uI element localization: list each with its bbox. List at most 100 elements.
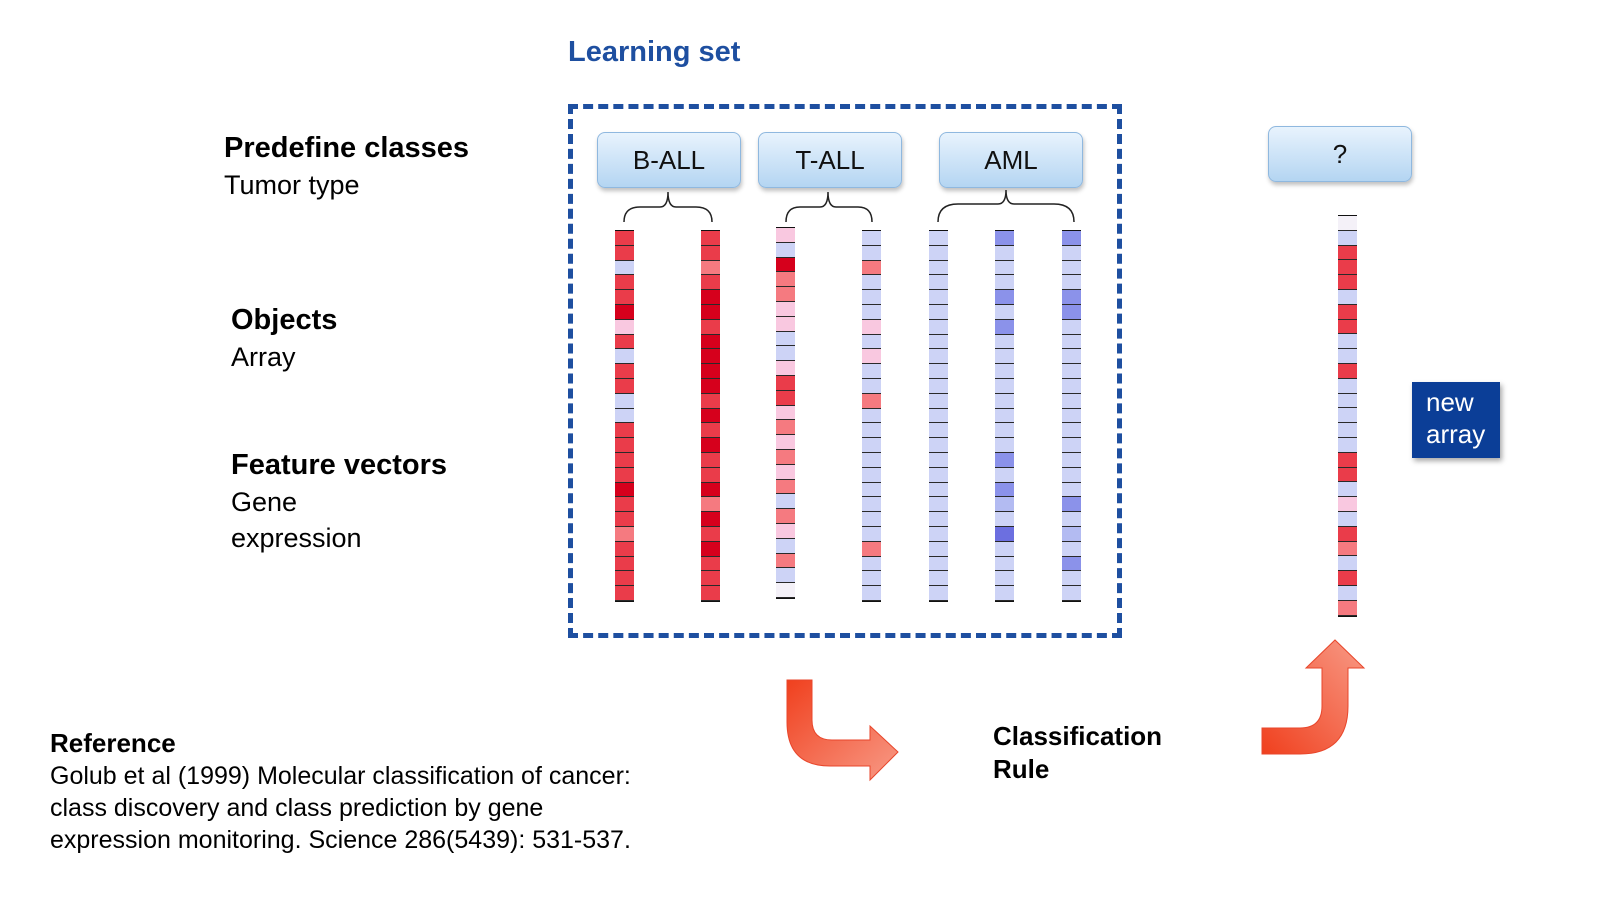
expression-cell bbox=[929, 438, 948, 453]
expression-cell bbox=[862, 231, 881, 246]
expression-cell bbox=[615, 408, 634, 424]
expression-cell bbox=[1338, 556, 1357, 572]
expression-cell bbox=[615, 423, 634, 439]
expression-cell bbox=[776, 435, 795, 450]
expression-cell bbox=[1338, 319, 1357, 335]
expression-cell bbox=[929, 497, 948, 513]
expression-cell bbox=[615, 260, 634, 276]
expression-cell bbox=[929, 393, 948, 409]
expression-cell bbox=[995, 526, 1014, 542]
expression-cell bbox=[701, 378, 720, 394]
array-column-t-all-1 bbox=[776, 227, 795, 599]
expression-cell bbox=[929, 319, 948, 335]
expression-cell bbox=[615, 393, 634, 409]
expression-cell bbox=[1062, 423, 1081, 439]
expression-cell bbox=[995, 260, 1014, 276]
expression-cell bbox=[776, 538, 795, 554]
expression-cell bbox=[862, 586, 881, 601]
expression-cell bbox=[862, 364, 881, 379]
expression-cell bbox=[1062, 304, 1081, 320]
expression-cell bbox=[995, 275, 1014, 291]
expression-cell bbox=[701, 438, 720, 453]
new-array-label: new array bbox=[1412, 382, 1500, 458]
expression-cell bbox=[929, 290, 948, 305]
class-box-t-all: T-ALL bbox=[758, 132, 902, 188]
expression-cell bbox=[615, 275, 634, 291]
expression-cell bbox=[615, 304, 634, 320]
expression-cell bbox=[701, 334, 720, 350]
new-array-column bbox=[1338, 215, 1357, 617]
expression-cell bbox=[776, 405, 795, 421]
expression-cell bbox=[776, 272, 795, 288]
tumor-type-label: Tumor type bbox=[224, 170, 360, 200]
expression-cell bbox=[701, 231, 720, 246]
expression-cell bbox=[929, 541, 948, 557]
expression-cell bbox=[862, 571, 881, 587]
expression-cell bbox=[1338, 452, 1357, 468]
expression-cell bbox=[776, 449, 795, 465]
expression-cell bbox=[995, 349, 1014, 365]
expression-cell bbox=[615, 497, 634, 513]
expression-cell bbox=[1062, 319, 1081, 335]
expression-cell bbox=[615, 512, 634, 527]
expression-cell bbox=[995, 393, 1014, 409]
expression-cell bbox=[776, 375, 795, 391]
learning-set-title: Learning set bbox=[568, 36, 741, 68]
array-column-aml-1 bbox=[929, 230, 948, 602]
expression-cell bbox=[1338, 497, 1357, 512]
expression-cell bbox=[862, 245, 881, 261]
class-box-unknown: ? bbox=[1268, 126, 1412, 182]
objects-heading: Objects bbox=[231, 304, 338, 336]
expression-cell bbox=[862, 349, 881, 365]
expression-cell bbox=[862, 408, 881, 424]
expression-cell bbox=[701, 290, 720, 305]
expression-cell bbox=[615, 245, 634, 261]
expression-cell bbox=[995, 452, 1014, 468]
expression-cell bbox=[776, 553, 795, 569]
expression-cell bbox=[862, 275, 881, 291]
expression-cell bbox=[862, 467, 881, 483]
expression-cell bbox=[701, 275, 720, 291]
expression-cell bbox=[995, 319, 1014, 335]
expression-cell bbox=[701, 482, 720, 498]
expression-cell bbox=[1062, 408, 1081, 424]
new-array-line2: array bbox=[1426, 419, 1486, 449]
expression-cell bbox=[1062, 497, 1081, 513]
expression-cell bbox=[701, 526, 720, 542]
expression-cell bbox=[615, 571, 634, 587]
expression-cell bbox=[776, 287, 795, 302]
brace-aml bbox=[937, 189, 1075, 223]
predefine-classes-heading: Predefine classes bbox=[224, 132, 470, 164]
expression-cell bbox=[929, 586, 948, 601]
expression-cell bbox=[995, 304, 1014, 320]
expression-cell bbox=[701, 556, 720, 572]
expression-cell bbox=[1338, 585, 1357, 601]
expression-cell bbox=[776, 479, 795, 495]
feature-vectors-heading: Feature vectors bbox=[231, 449, 447, 481]
expression-cell bbox=[1338, 363, 1357, 379]
brace-t-all bbox=[785, 191, 873, 223]
expression-cell bbox=[929, 245, 948, 261]
expression-cell bbox=[862, 319, 881, 335]
expression-cell bbox=[929, 408, 948, 424]
brace-b-all bbox=[623, 191, 713, 223]
expression-cell bbox=[615, 364, 634, 379]
expression-cell bbox=[615, 467, 634, 483]
expression-cell bbox=[776, 331, 795, 347]
expression-cell bbox=[862, 512, 881, 527]
expression-cell bbox=[862, 438, 881, 453]
expression-cell bbox=[701, 319, 720, 335]
expression-cell bbox=[776, 523, 795, 539]
expression-cell bbox=[929, 467, 948, 483]
array-column-t-all-2 bbox=[862, 230, 881, 602]
expression-cell bbox=[1062, 364, 1081, 379]
expression-cell bbox=[929, 231, 948, 246]
expression-cell bbox=[995, 586, 1014, 601]
expression-cell bbox=[701, 586, 720, 601]
expression-cell bbox=[615, 482, 634, 498]
expression-cell bbox=[615, 349, 634, 365]
expression-cell bbox=[1062, 512, 1081, 527]
expression-cell bbox=[1062, 526, 1081, 542]
expression-cell bbox=[776, 509, 795, 524]
